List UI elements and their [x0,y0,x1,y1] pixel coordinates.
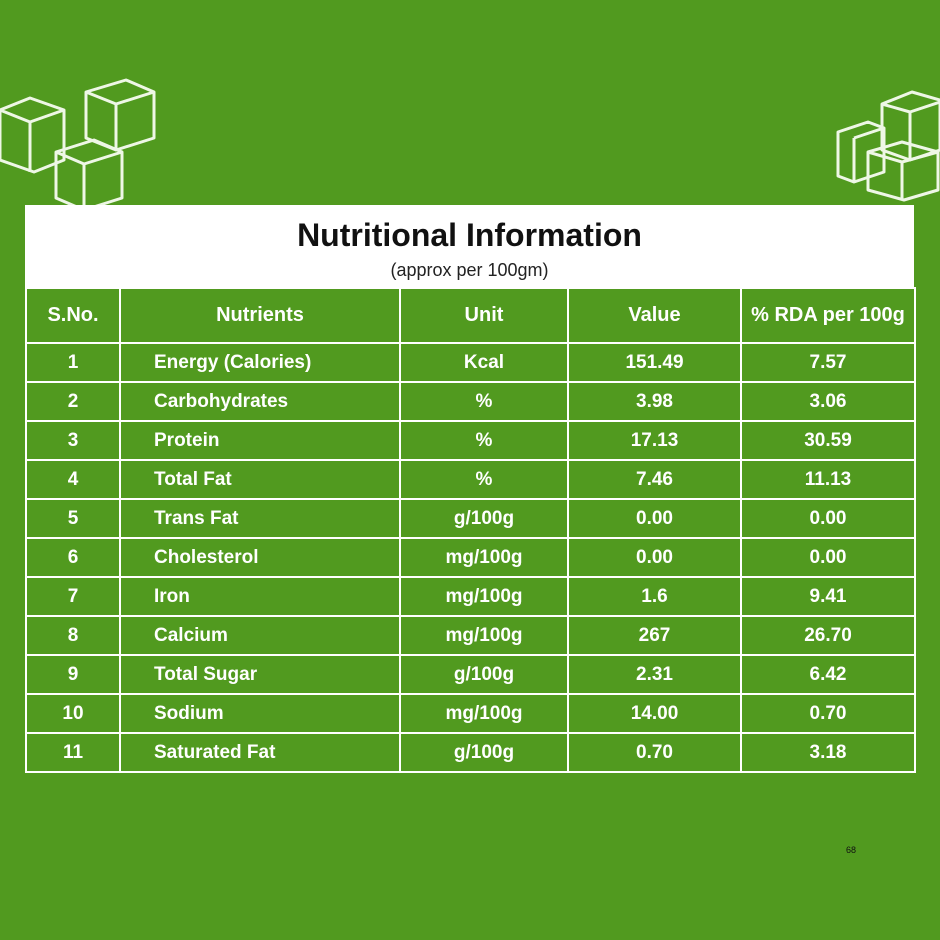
table-cell: 1 [25,342,121,383]
table-cell: 10 [25,693,121,734]
table-cell: 9.41 [740,576,916,617]
table-cell: g/100g [399,732,569,773]
table-cell: 11 [25,732,121,773]
subtitle: (approx per 100gm) [390,260,549,280]
table-row: 5 Trans Fat g/100g 0.00 0.00 [25,498,916,539]
table-cell: 0.00 [740,537,916,578]
table-row: 9 Total Sugar g/100g 2.31 6.42 [25,654,916,695]
column-header: % RDA per 100g [740,287,916,344]
column-header: S.No. [25,287,121,344]
table-cell: Sodium [119,693,401,734]
table-cell: 6 [25,537,121,578]
table-cell: 0.00 [567,498,742,539]
table-cell: % [399,459,569,500]
table-cell: 3.18 [740,732,916,773]
table-cell: 30.59 [740,420,916,461]
table-row: 1 Energy (Calories) Kcal 151.49 7.57 [25,342,916,383]
table-cell: Kcal [399,342,569,383]
table-cell: g/100g [399,654,569,695]
header: Nutritional Information (approx per 100g… [25,205,914,287]
table-cell: 3 [25,420,121,461]
table-cell: 1.6 [567,576,742,617]
table-cell: 6.42 [740,654,916,695]
table-cell: 5 [25,498,121,539]
table-row: 8 Calcium mg/100g 267 26.70 [25,615,916,656]
table-cell: Energy (Calories) [119,342,401,383]
column-header: Value [567,287,742,344]
table-cell: % [399,381,569,422]
table-cell: 2.31 [567,654,742,695]
table-cell: 26.70 [740,615,916,656]
table-cell: mg/100g [399,693,569,734]
table-cell: 2 [25,381,121,422]
table-cell: Cholesterol [119,537,401,578]
table-cell: 0.70 [740,693,916,734]
title: Nutritional Information [297,217,642,253]
table-cell: 8 [25,615,121,656]
table-cell: 7.57 [740,342,916,383]
table-cell: Total Fat [119,459,401,500]
table-cell: 0.00 [567,537,742,578]
table-cell: 267 [567,615,742,656]
table-row: 4 Total Fat% 7.46 11.13 [25,459,916,500]
table-cell: Saturated Fat [119,732,401,773]
table-cell: mg/100g [399,537,569,578]
page-number: 68 [846,845,857,855]
table-cell: 14.00 [567,693,742,734]
table-cell: 151.49 [567,342,742,383]
table-cell: 3.06 [740,381,916,422]
table-row: 3 Protein% 17.13 30.59 [25,420,916,461]
column-header: Nutrients [119,287,401,344]
table-cell: 4 [25,459,121,500]
table-row: 11 Saturated Fat g/100g 0.70 3.18 [25,732,916,773]
table-cell: Carbohydrates [119,381,401,422]
table-cell: Iron [119,576,401,617]
table-row: 10 Sodium mg/100g 14.00 0.70 [25,693,916,734]
table-row: 2 Carbohydrates% 3.98 3.06 [25,381,916,422]
table-cell: Protein [119,420,401,461]
table-cell: 7 [25,576,121,617]
decoration [0,78,940,210]
table-cell: g/100g [399,498,569,539]
table-row: 7 Iron mg/100g 1.6 9.41 [25,576,916,617]
table-cell: Total Sugar [119,654,401,695]
table-cell: 3.98 [567,381,742,422]
table-cell: 9 [25,654,121,695]
table-cell: 11.13 [740,459,916,500]
table-cell: mg/100g [399,576,569,617]
table-cell: 7.46 [567,459,742,500]
table-cell: mg/100g [399,615,569,656]
table-cell: 0.70 [567,732,742,773]
column-header: Unit [399,287,569,344]
header-row: S.No. Nutrients Unit Value% RDA per 100g [25,287,916,344]
table-cell: % [399,420,569,461]
table-cell: 17.13 [567,420,742,461]
table-cell: Calcium [119,615,401,656]
table-cell: 0.00 [740,498,916,539]
table-cell: Trans Fat [119,498,401,539]
table-row: 6 Cholesterol mg/100g 0.00 0.00 [25,537,916,578]
